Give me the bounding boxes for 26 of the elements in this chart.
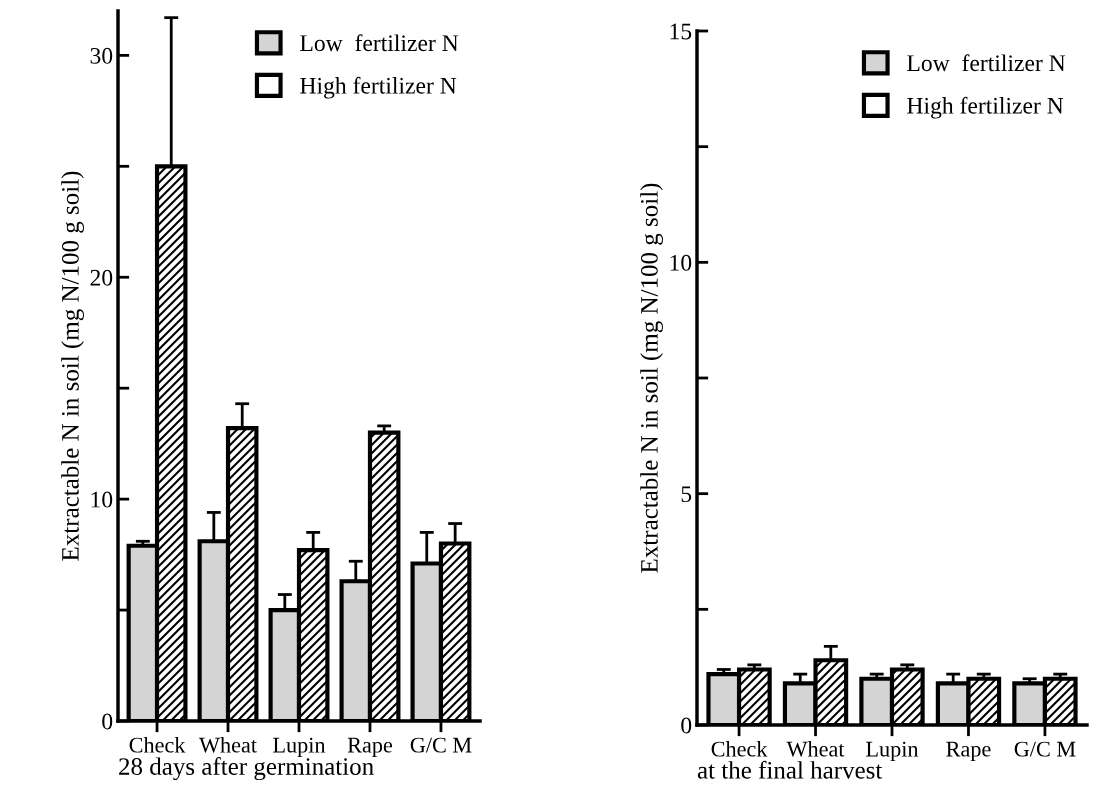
x-tick-label: Lupin [866, 741, 919, 762]
y-tick-label: 30 [90, 47, 113, 64]
y-axis-title: Extractable N in soil (mg N/100 g soil) [640, 183, 663, 573]
legend-label: High fertilizer N [300, 76, 457, 99]
y-tick-label: 0 [102, 713, 113, 730]
x-tick-label: G/C M [410, 737, 472, 753]
x-tick-label: Rape [347, 737, 393, 758]
x-tick-label: Wheat [199, 736, 257, 753]
x-tick-label: Rape [946, 741, 991, 762]
y-tick-label: 10 [670, 254, 692, 271]
y-axis-title: Extractable N in soil (mg N/100 g soil) [61, 171, 84, 561]
x-tick-label: G/C M [1014, 741, 1076, 757]
x-tick-label: Wheat [786, 740, 845, 757]
y-tick-label: 10 [91, 491, 113, 508]
legend-label: Low fertilizer N [907, 54, 1066, 72]
x-axis-title: 28 days after germination [119, 757, 374, 781]
y-tick-label: 5 [681, 486, 692, 503]
x-tick-label: Check [129, 736, 186, 753]
legend-label: Low fertilizer N [300, 34, 459, 52]
legend-label: High fertilizer N [907, 96, 1064, 119]
y-tick-label: 20 [90, 269, 113, 286]
x-axis-title: at the final harvest [697, 760, 883, 779]
y-tick-label: 0 [681, 717, 692, 734]
x-tick-label: Check [711, 740, 768, 757]
y-tick-label: 15 [670, 23, 692, 40]
x-tick-label: Lupin [273, 737, 326, 758]
